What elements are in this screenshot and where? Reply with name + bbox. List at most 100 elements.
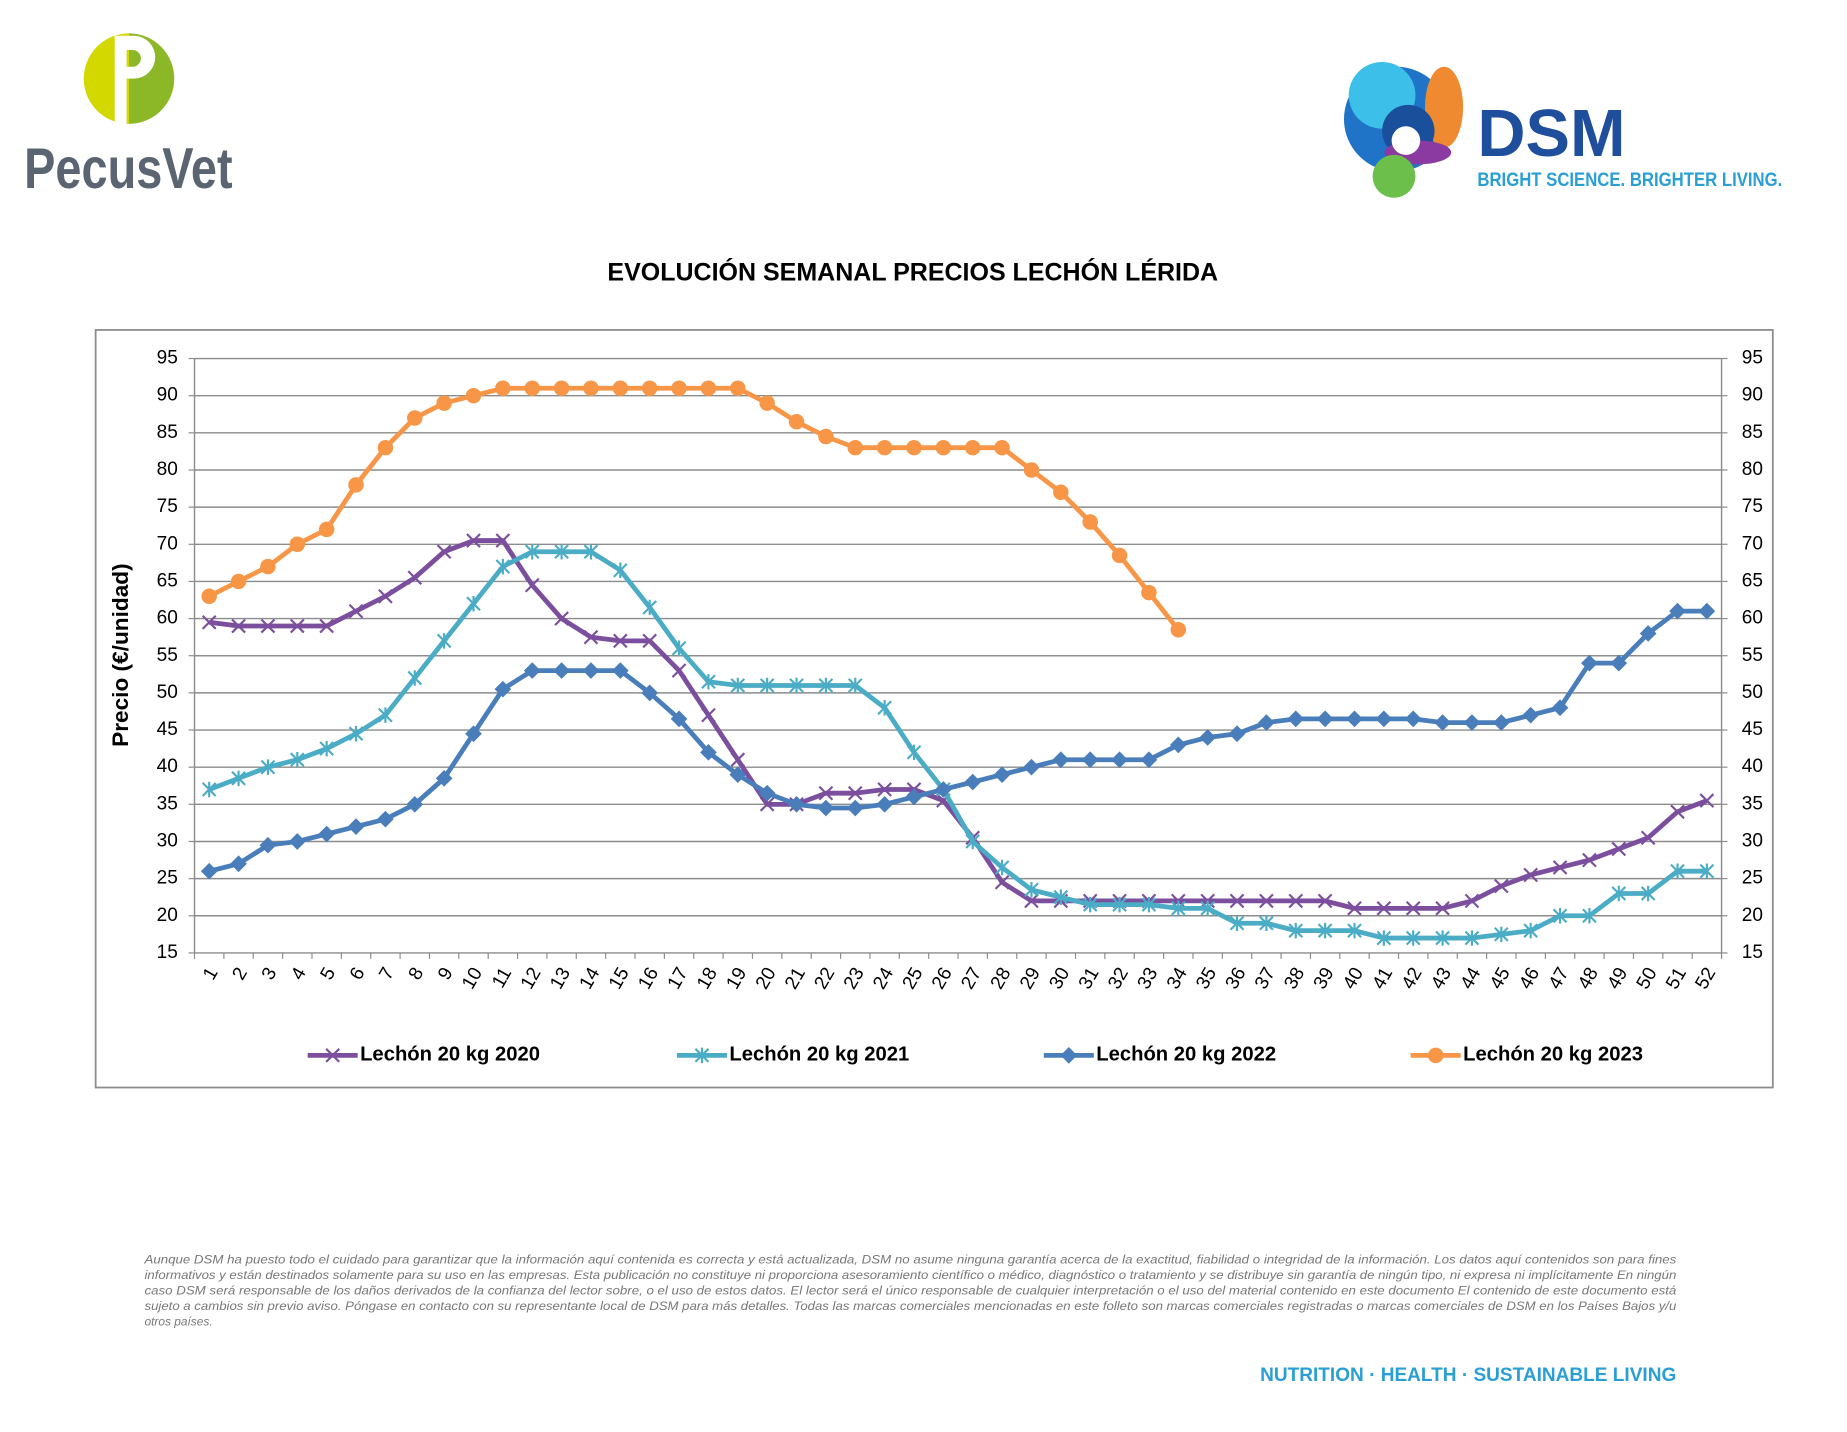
logo-shape	[129, 33, 175, 124]
marker	[847, 785, 863, 801]
marker	[348, 603, 364, 619]
marker	[289, 536, 306, 553]
marker	[318, 825, 336, 843]
legend-item: Lechón 20 kg 2022	[1043, 1044, 1276, 1066]
marker	[1228, 725, 1246, 743]
x-tick-label: 34	[1163, 964, 1192, 993]
y2-tick-label: 35	[1742, 793, 1763, 814]
pecusvet-logo: PecusVet	[24, 33, 233, 201]
marker	[1170, 621, 1187, 638]
marker	[1170, 900, 1186, 917]
marker	[201, 588, 217, 605]
marker	[407, 570, 423, 586]
x-tick-label: 16	[634, 964, 663, 993]
marker	[325, 1048, 340, 1063]
y2-tick-label: 40	[1742, 756, 1763, 777]
marker	[524, 577, 540, 593]
marker	[611, 662, 629, 679]
marker	[1640, 885, 1656, 902]
marker	[1288, 893, 1304, 909]
chart-title: EVOLUCIÓN SEMANAL PRECIOS LECHÓN LÉRIDA	[607, 257, 1218, 287]
logo-shape	[1424, 66, 1464, 148]
marker	[377, 810, 394, 828]
marker	[200, 862, 218, 880]
marker	[994, 875, 1010, 890]
marker	[201, 781, 217, 798]
marker	[466, 595, 481, 612]
marker	[1317, 922, 1333, 939]
y-tick-label: 50	[157, 682, 178, 703]
legend-item: Lechón 20 kg 2023	[1410, 1044, 1643, 1066]
marker	[789, 677, 804, 694]
marker	[730, 677, 746, 694]
marker	[671, 640, 687, 657]
series	[200, 602, 1716, 880]
marker	[1640, 830, 1656, 846]
marker	[378, 707, 393, 723]
marker	[319, 618, 334, 634]
y-tick-label: 80	[157, 459, 178, 480]
y2-tick-label: 55	[1742, 645, 1763, 666]
x-tick-label: 38	[1280, 964, 1309, 993]
x-tick-label: 45	[1486, 964, 1515, 993]
x-tick-label: 7	[375, 964, 398, 984]
marker	[847, 439, 864, 456]
y2-tick-label: 15	[1742, 942, 1763, 963]
x-tick-label: 42	[1398, 964, 1427, 993]
marker	[465, 387, 482, 404]
marker	[1082, 896, 1098, 913]
marker	[1112, 896, 1127, 913]
y-tick-label: 45	[157, 719, 178, 740]
y-tick-label: 40	[157, 756, 178, 777]
y-tick-label: 55	[157, 645, 178, 666]
x-tick-label: 33	[1134, 964, 1163, 993]
logo-text: DSM	[1477, 97, 1625, 171]
y2-tick-label: 50	[1742, 682, 1763, 703]
marker	[1670, 804, 1685, 820]
marker	[877, 782, 892, 797]
y-axis-label: Precio (€/unidad)	[108, 563, 133, 747]
x-tick-label: 51	[1662, 964, 1691, 993]
x-tick-label: 32	[1104, 964, 1133, 993]
marker	[377, 439, 394, 456]
marker	[1317, 893, 1333, 909]
marker	[495, 533, 511, 548]
marker	[700, 380, 717, 396]
x-tick-label: 5	[317, 964, 340, 984]
marker	[1582, 908, 1597, 924]
marker	[846, 799, 864, 817]
x-tick-label: 27	[957, 964, 986, 993]
y-tick-label: 30	[157, 831, 178, 852]
marker	[906, 439, 922, 456]
marker	[876, 795, 893, 813]
marker	[1670, 863, 1685, 879]
legend-label: Lechón 20 kg 2023	[1463, 1044, 1643, 1066]
marker	[436, 633, 452, 649]
marker	[1404, 710, 1422, 728]
marker	[1494, 878, 1509, 894]
x-tick-label: 6	[346, 964, 369, 984]
marker	[671, 663, 687, 678]
x-tick-label: 24	[869, 964, 898, 993]
marker	[613, 562, 628, 579]
x-tick-label: 43	[1427, 964, 1456, 993]
marker	[318, 521, 335, 538]
marker	[1699, 863, 1715, 879]
x-tick-label: 12	[517, 964, 546, 993]
marker	[1287, 710, 1305, 728]
marker	[1611, 841, 1627, 857]
marker	[1435, 930, 1450, 946]
y-tick-label: 20	[157, 905, 178, 926]
marker	[1111, 751, 1128, 769]
x-tick-label: 48	[1574, 964, 1603, 993]
x-tick-label: 44	[1457, 964, 1486, 993]
marker	[1081, 751, 1099, 769]
marker	[1376, 930, 1392, 946]
marker	[1346, 710, 1363, 728]
marker	[935, 781, 952, 798]
marker	[347, 818, 365, 835]
marker	[730, 752, 746, 768]
x-tick-label: 46	[1515, 964, 1544, 993]
x-tick-label: 41	[1369, 964, 1398, 993]
plot: 1520253035404550556065707580859095152025…	[157, 348, 1763, 1066]
